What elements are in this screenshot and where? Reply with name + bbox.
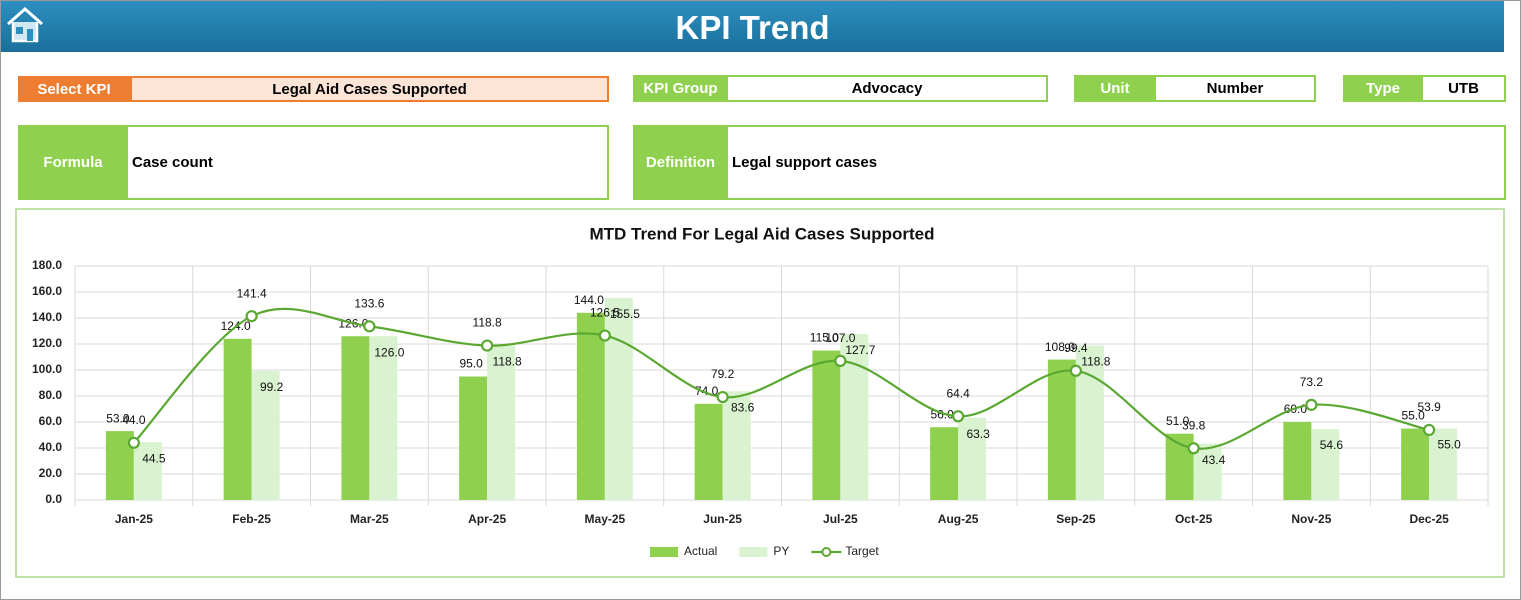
field-value: Advocacy <box>728 75 1048 102</box>
header: KPI Trend <box>1 1 1504 52</box>
field-label: Unit <box>1074 75 1156 102</box>
field-value: Case count <box>128 125 609 200</box>
home-icon[interactable] <box>5 5 45 45</box>
field-label: Formula <box>18 125 128 200</box>
field-value: UTB <box>1423 75 1506 102</box>
field-value[interactable]: Legal Aid Cases Supported <box>130 76 609 102</box>
field-label: Type <box>1343 75 1423 102</box>
field-value: Number <box>1156 75 1316 102</box>
field-label: Definition <box>633 125 728 200</box>
field-label: KPI Group <box>633 75 728 102</box>
page-title: KPI Trend <box>675 9 830 46</box>
field-label: Select KPI <box>18 76 130 102</box>
field-value: Legal support cases <box>728 125 1506 200</box>
